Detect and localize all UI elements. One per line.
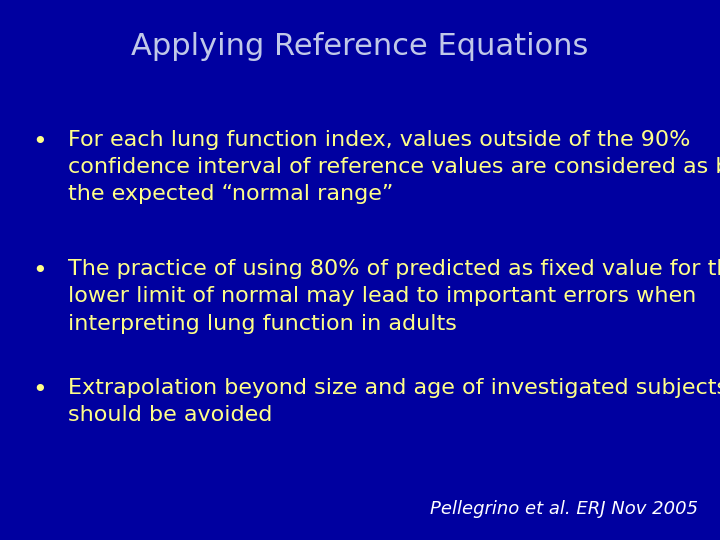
Text: •: • bbox=[32, 378, 47, 402]
Text: •: • bbox=[32, 259, 47, 283]
Text: Pellegrino et al. ERJ Nov 2005: Pellegrino et al. ERJ Nov 2005 bbox=[431, 501, 698, 518]
Text: Extrapolation beyond size and age of investigated subjects
should be avoided: Extrapolation beyond size and age of inv… bbox=[68, 378, 720, 425]
Text: The practice of using 80% of predicted as fixed value for the
lower limit of nor: The practice of using 80% of predicted a… bbox=[68, 259, 720, 334]
Text: Applying Reference Equations: Applying Reference Equations bbox=[131, 32, 589, 62]
Text: •: • bbox=[32, 130, 47, 153]
Text: For each lung function index, values outside of the 90%
confidence interval of r: For each lung function index, values out… bbox=[68, 130, 720, 204]
